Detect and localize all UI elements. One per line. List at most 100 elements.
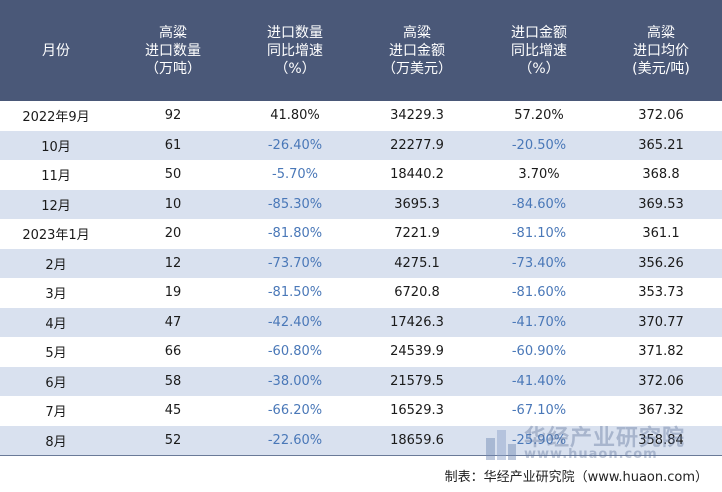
value-cell: 17426.3 — [356, 307, 478, 337]
value-cell: 19 — [112, 278, 234, 308]
column-header-line: 月份 — [42, 42, 70, 59]
value-cell: -38.00% — [234, 366, 356, 396]
month-cell: 2023年1月 — [0, 219, 112, 249]
month-cell: 4月 — [0, 307, 112, 337]
value-cell: 3695.3 — [356, 189, 478, 219]
column-header-line: 进口数量 — [267, 24, 323, 41]
table-row: 7月 45 -66.20% 16529.3 -67.10% 367.32 — [0, 396, 722, 426]
value-cell: 12 — [112, 248, 234, 278]
value-cell: -5.70% — [234, 160, 356, 190]
value-cell: 52 — [112, 425, 234, 456]
month-cell: 6月 — [0, 366, 112, 396]
value-cell: -41.40% — [478, 366, 600, 396]
column-header-line: （万美元） — [382, 60, 452, 77]
month-cell: 2022年9月 — [0, 101, 112, 131]
value-cell: 361.1 — [600, 219, 722, 249]
import-data-table: 月份 高粱 进口数量 （万吨） 进口数量 同比增速 （%） 高粱 进口金额 （万美元） 进口金额 同比… — [0, 0, 722, 456]
value-cell: -85.30% — [234, 189, 356, 219]
value-cell: 18440.2 — [356, 160, 478, 190]
table-row: 2022年9月 92 41.80% 34229.3 57.20% 372.06 — [0, 101, 722, 131]
column-header-line: 同比增速 — [267, 42, 323, 59]
value-cell: 66 — [112, 337, 234, 367]
column-header-line: （万吨） — [145, 60, 201, 77]
table-header: 月份 高粱 进口数量 （万吨） 进口数量 同比增速 （%） 高粱 进口金额 （万美元） 进口金额 同比… — [0, 0, 722, 101]
value-cell: -73.70% — [234, 248, 356, 278]
month-cell: 7月 — [0, 396, 112, 426]
month-cell: 3月 — [0, 278, 112, 308]
value-cell: -20.50% — [478, 130, 600, 160]
value-cell: 4275.1 — [356, 248, 478, 278]
column-header-line: （%） — [274, 60, 316, 77]
column-header-line: 进口均价 — [633, 42, 689, 59]
table-row: 3月 19 -81.50% 6720.8 -81.60% 353.73 — [0, 278, 722, 308]
value-cell: 58 — [112, 366, 234, 396]
month-cell: 8月 — [0, 425, 112, 456]
table-row: 12月 10 -85.30% 3695.3 -84.60% 369.53 — [0, 189, 722, 219]
value-cell: 61 — [112, 130, 234, 160]
value-cell: 369.53 — [600, 189, 722, 219]
month-cell: 12月 — [0, 189, 112, 219]
value-cell: 45 — [112, 396, 234, 426]
value-cell: 372.06 — [600, 366, 722, 396]
value-cell: -26.40% — [234, 130, 356, 160]
value-cell: 358.84 — [600, 425, 722, 456]
value-cell: -60.90% — [478, 337, 600, 367]
column-header-line: 同比增速 — [511, 42, 567, 59]
month-cell: 11月 — [0, 160, 112, 190]
table-body: 2022年9月 92 41.80% 34229.3 57.20% 372.06 10月 61-… — [0, 101, 722, 456]
column-header-line: 进口数量 — [145, 42, 201, 59]
value-cell: 18659.6 — [356, 425, 478, 456]
column-header-line: 进口金额 — [389, 42, 445, 59]
value-cell: 34229.3 — [356, 101, 478, 131]
value-cell: 3.70% — [478, 160, 600, 190]
table-row: 8月 52 -22.60% 18659.6 -25.90% 358.84 — [0, 425, 722, 456]
column-header-line: （%） — [518, 60, 560, 77]
column-header-line: 高粱 — [647, 24, 675, 41]
value-cell: 50 — [112, 160, 234, 190]
value-cell: -84.60% — [478, 189, 600, 219]
table-row: 5月 66 -60.80% 24539.9 -60.90% 371.82 — [0, 337, 722, 367]
value-cell: 41.80% — [234, 101, 356, 131]
value-cell: 368.8 — [600, 160, 722, 190]
table-row: 4月 47 -42.40% 17426.3 -41.70% 370.77 — [0, 307, 722, 337]
value-cell: 21579.5 — [356, 366, 478, 396]
table-row: 11月 50 -5.70% 18440.2 3.70% 368.8 — [0, 160, 722, 190]
column-header-1: 高粱 进口数量 （万吨） — [112, 0, 234, 101]
value-cell: 16529.3 — [356, 396, 478, 426]
value-cell: 371.82 — [600, 337, 722, 367]
value-cell: 370.77 — [600, 307, 722, 337]
header-row: 月份 高粱 进口数量 （万吨） 进口数量 同比增速 （%） 高粱 进口金额 （万美元） 进口金额 同比… — [0, 0, 722, 101]
value-cell: 6720.8 — [356, 278, 478, 308]
value-cell: -60.80% — [234, 337, 356, 367]
table-row: 2月 12 -73.70% 4275.1 -73.40% 356.26 — [0, 248, 722, 278]
value-cell: 367.32 — [600, 396, 722, 426]
value-cell: -81.60% — [478, 278, 600, 308]
month-cell: 5月 — [0, 337, 112, 367]
column-header-line: 高粱 — [159, 24, 187, 41]
column-header-0: 月份 — [0, 0, 112, 101]
value-cell: 47 — [112, 307, 234, 337]
table-row: 10月 61 -26.40% 22277.9 -20.50% 365.21 — [0, 130, 722, 160]
value-cell: 92 — [112, 101, 234, 131]
month-cell: 10月 — [0, 130, 112, 160]
value-cell: -66.20% — [234, 396, 356, 426]
value-cell: 372.06 — [600, 101, 722, 131]
value-cell: -81.80% — [234, 219, 356, 249]
table-row: 2023年1月 20 -81.80% 7221.9 -81.10% 361.1 — [0, 219, 722, 249]
column-header-line: 进口金额 — [511, 24, 567, 41]
value-cell: 10 — [112, 189, 234, 219]
value-cell: 7221.9 — [356, 219, 478, 249]
column-header-line: (美元/吨) — [632, 60, 690, 77]
column-header-3: 高粱 进口金额 （万美元） — [356, 0, 478, 101]
value-cell: 353.73 — [600, 278, 722, 308]
value-cell: 57.20% — [478, 101, 600, 131]
value-cell: 356.26 — [600, 248, 722, 278]
column-header-4: 进口金额 同比增速 （%） — [478, 0, 600, 101]
month-cell: 2月 — [0, 248, 112, 278]
table-row: 6月 58 -38.00% 21579.5 -41.40% 372.06 — [0, 366, 722, 396]
value-cell: -73.40% — [478, 248, 600, 278]
table-source-note: 制表：华经产业研究院（www.huaon.com） — [444, 470, 708, 485]
column-header-2: 进口数量 同比增速 （%） — [234, 0, 356, 101]
value-cell: -42.40% — [234, 307, 356, 337]
value-cell: 22277.9 — [356, 130, 478, 160]
